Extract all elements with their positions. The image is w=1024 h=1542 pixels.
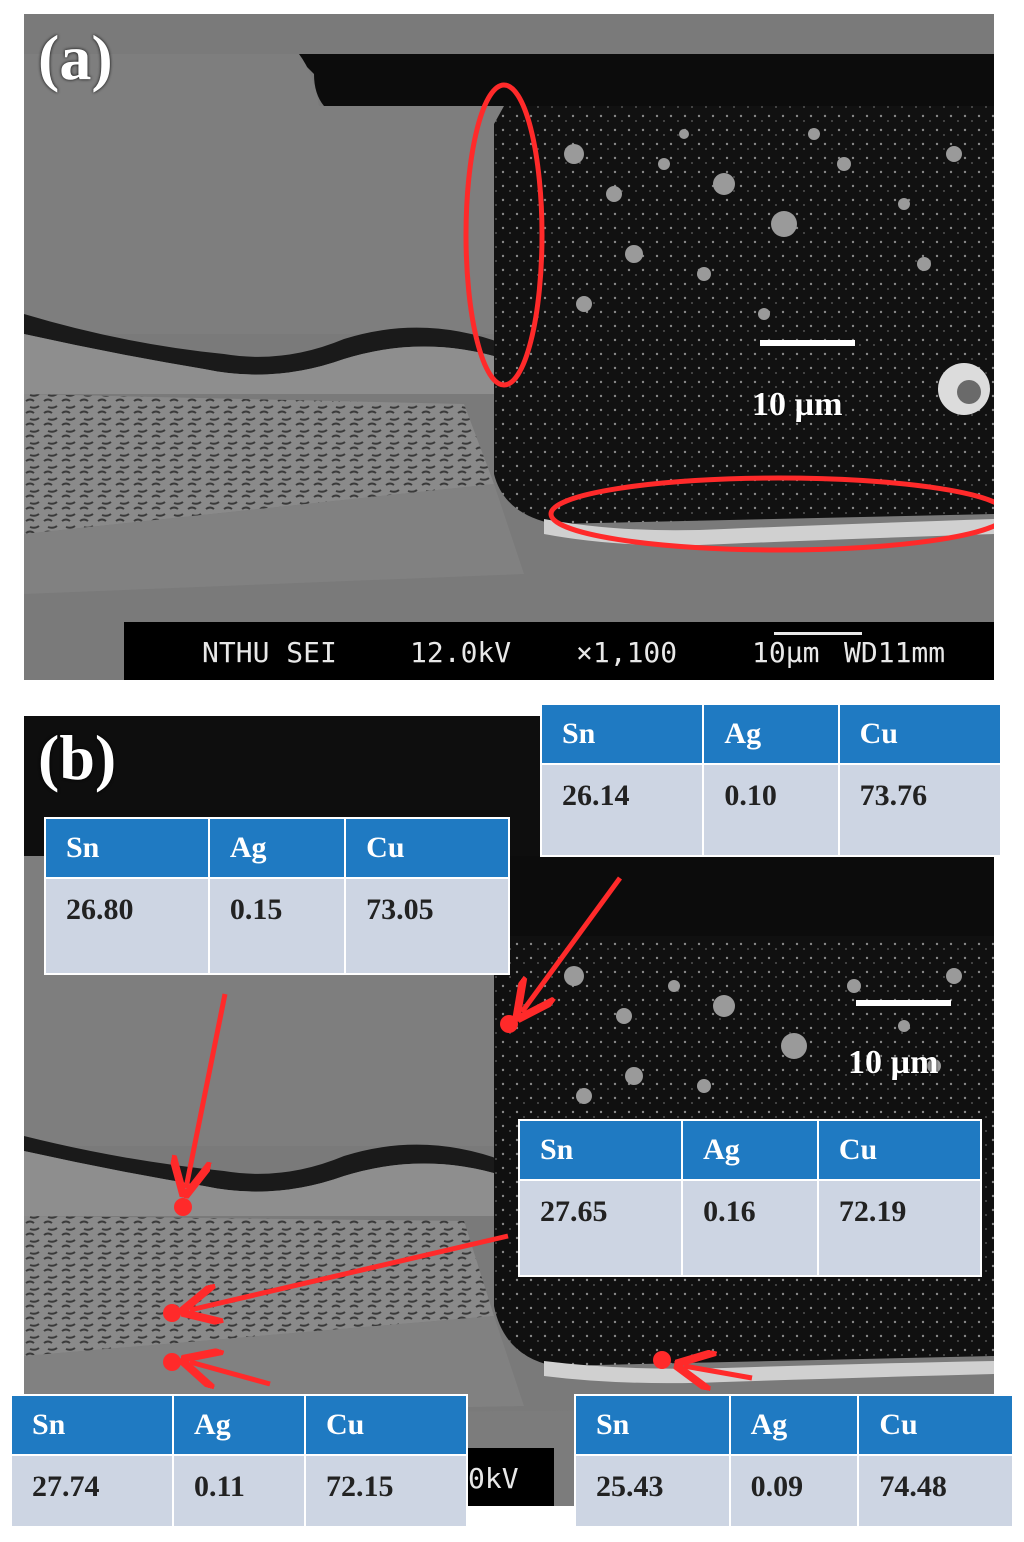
composition-table-2: Sn Ag Cu 26.80 0.15 73.05 bbox=[44, 817, 510, 975]
scale-label-b: 10 µm bbox=[848, 1044, 939, 1081]
panel-label-b: (b) bbox=[38, 722, 117, 793]
header-cu: Cu bbox=[303, 1394, 469, 1456]
header-ag: Ag bbox=[172, 1394, 306, 1456]
header-ag: Ag bbox=[702, 703, 840, 765]
composition-table-4: Sn Ag Cu 27.74 0.11 72.15 bbox=[9, 1394, 469, 1528]
sem-panel-a: (a) 10 µm NTHU SEI 12.0kV ×1,100 10μm WD… bbox=[24, 14, 994, 680]
value-cu: 72.15 bbox=[303, 1454, 469, 1528]
header-ag: Ag bbox=[681, 1119, 819, 1181]
value-sn: 25.43 bbox=[574, 1454, 731, 1528]
value-sn: 26.80 bbox=[44, 877, 210, 975]
header-cu: Cu bbox=[837, 703, 1003, 765]
header-ag: Ag bbox=[207, 817, 347, 879]
header-sn: Sn bbox=[44, 817, 210, 879]
scale-label-a: 10 µm bbox=[752, 386, 843, 423]
header-sn: Sn bbox=[517, 1119, 684, 1181]
header-sn: Sn bbox=[574, 1394, 731, 1456]
info-scale-line bbox=[774, 632, 862, 635]
value-sn: 26.14 bbox=[539, 763, 705, 857]
highlight-ellipse-horizontal bbox=[548, 475, 994, 553]
composition-table-5: Sn Ag Cu 25.43 0.09 74.48 bbox=[574, 1394, 1014, 1528]
value-sn: 27.65 bbox=[517, 1179, 684, 1277]
header-cu: Cu bbox=[344, 817, 510, 879]
info-voltage-fragment: 0kV bbox=[468, 1462, 519, 1495]
info-magnification: ×1,100 bbox=[576, 636, 678, 669]
value-ag: 0.11 bbox=[172, 1454, 306, 1528]
composition-table-1: Sn Ag Cu 26.14 0.10 73.76 bbox=[539, 703, 1003, 857]
header-cu: Cu bbox=[857, 1394, 1014, 1456]
value-sn: 27.74 bbox=[9, 1454, 175, 1528]
highlight-ellipse-vertical bbox=[463, 82, 545, 388]
info-voltage: 12.0kV bbox=[410, 636, 512, 669]
composition-table-3: Sn Ag Cu 27.65 0.16 72.19 bbox=[517, 1119, 983, 1277]
value-ag: 0.15 bbox=[207, 877, 347, 975]
info-working-distance: WD11mm bbox=[844, 636, 946, 669]
sem-image-a bbox=[24, 14, 994, 680]
panel-label-a: (a) bbox=[38, 22, 113, 93]
value-cu: 73.05 bbox=[344, 877, 510, 975]
value-cu: 73.76 bbox=[837, 763, 1003, 857]
value-cu: 72.19 bbox=[816, 1179, 983, 1277]
header-ag: Ag bbox=[728, 1394, 860, 1456]
scale-bar-a bbox=[760, 340, 855, 346]
value-cu: 74.48 bbox=[857, 1454, 1014, 1528]
info-operator: NTHU SEI bbox=[202, 636, 337, 669]
value-ag: 0.10 bbox=[702, 763, 840, 857]
value-ag: 0.09 bbox=[728, 1454, 860, 1528]
scale-bar-b bbox=[856, 1000, 951, 1006]
header-sn: Sn bbox=[9, 1394, 175, 1456]
sem-info-bar: NTHU SEI 12.0kV ×1,100 10μm WD11mm bbox=[124, 622, 994, 680]
header-cu: Cu bbox=[816, 1119, 983, 1181]
value-ag: 0.16 bbox=[681, 1179, 819, 1277]
header-sn: Sn bbox=[539, 703, 705, 765]
info-scale: 10μm bbox=[752, 636, 820, 669]
